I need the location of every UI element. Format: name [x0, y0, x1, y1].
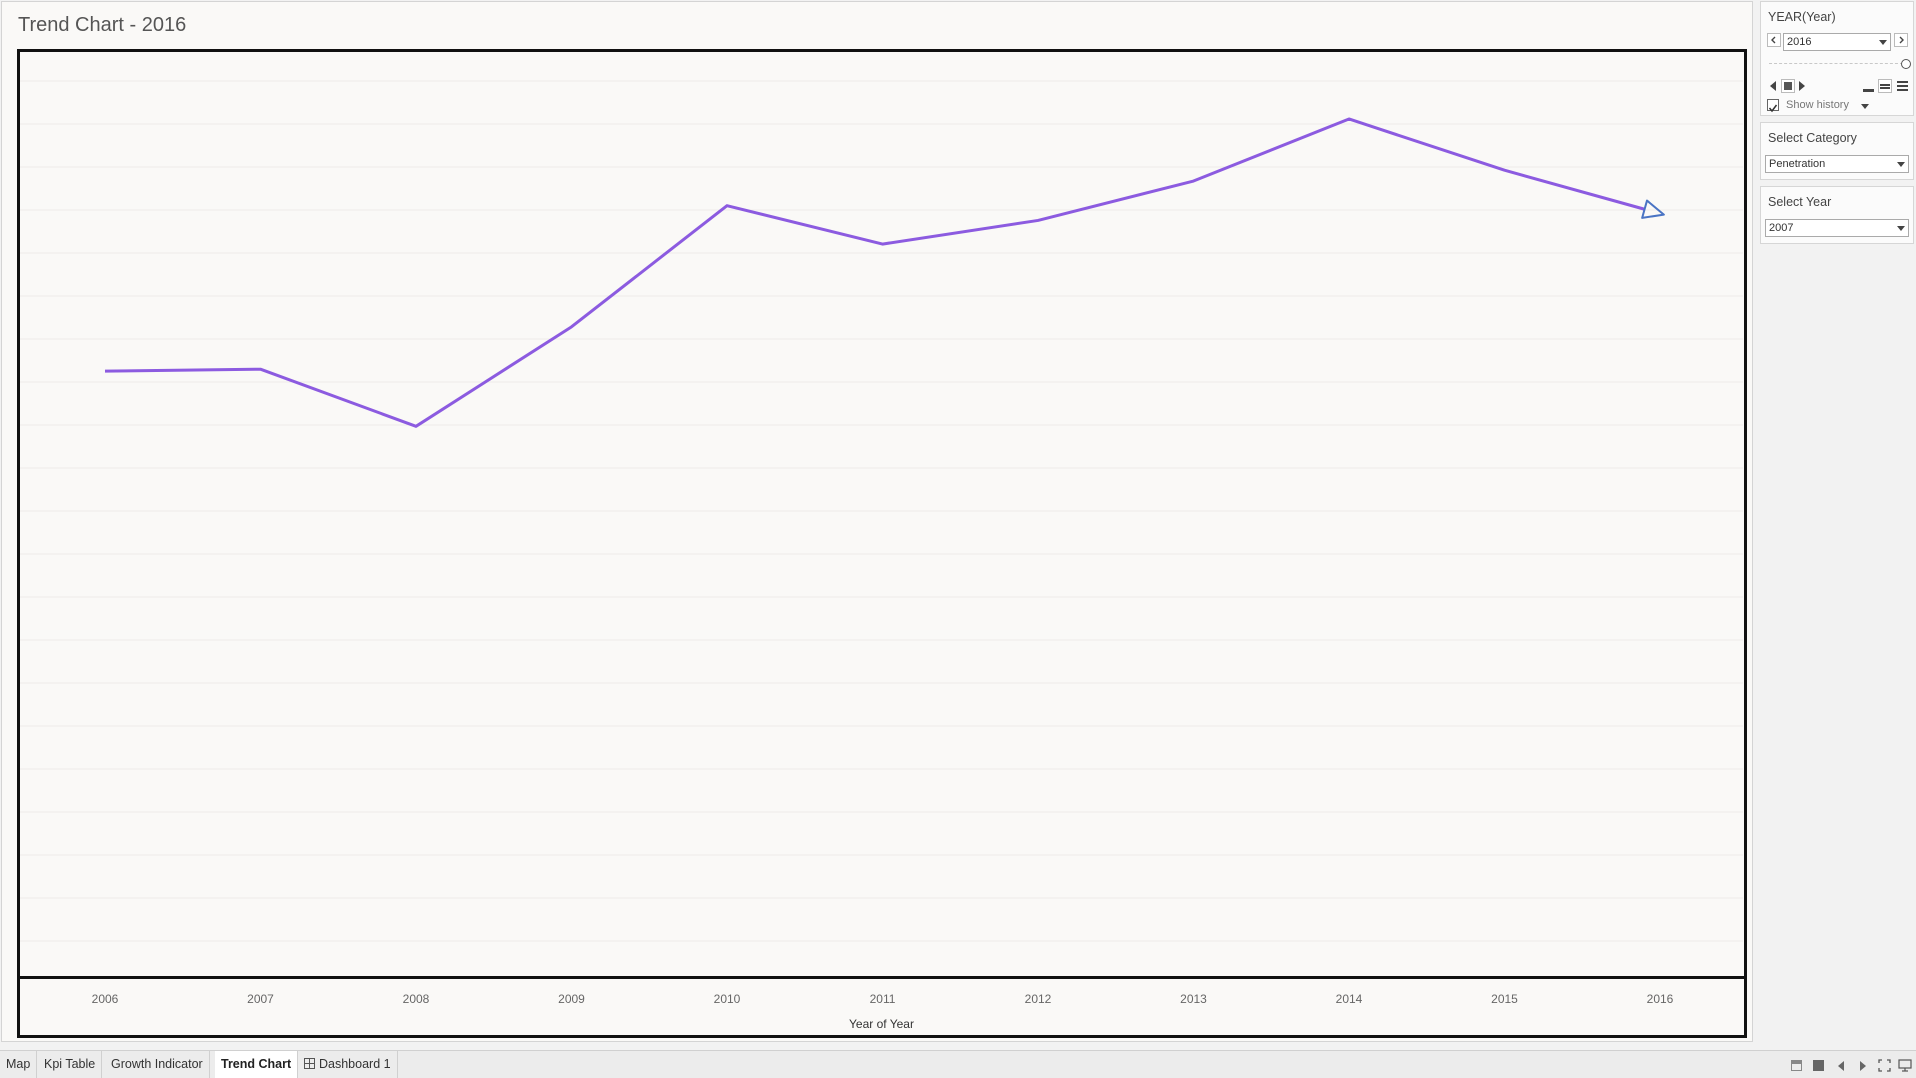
series-line[interactable] — [104, 117, 1645, 428]
presentation-mode-icon[interactable] — [1898, 1059, 1912, 1072]
year-slider-track[interactable] — [1769, 63, 1903, 64]
speed-slow-icon — [1863, 89, 1874, 92]
category-filter-title: Select Category — [1768, 131, 1857, 145]
chevron-down-icon — [1897, 162, 1905, 167]
speed-fast-icon — [1897, 81, 1908, 83]
play-backward-icon[interactable] — [1770, 81, 1776, 91]
data-point-2012[interactable] — [1034, 216, 1042, 224]
x-axis-title: Year of Year — [849, 1017, 914, 1031]
trend-line-chart[interactable]: 2006 2007 2008 2009 2010 2011 2012 2013 2014 2015… — [2, 2, 1752, 1041]
year-page-value: 2016 — [1787, 36, 1812, 48]
scroll-tabs-left-icon[interactable] — [1838, 1061, 1844, 1071]
show-sheet-sorter-icon[interactable] — [1791, 1060, 1802, 1071]
x-tick-label: 2009 — [558, 992, 585, 1006]
plot-area[interactable] — [17, 49, 1747, 979]
tab-map[interactable]: Map — [0, 1051, 38, 1078]
x-tick-label: 2006 — [92, 992, 119, 1006]
category-value: Penetration — [1769, 158, 1826, 170]
show-history-dropdown-icon[interactable] — [1861, 104, 1869, 109]
show-history-label[interactable]: Show history — [1786, 99, 1849, 111]
chevron-down-icon — [1879, 40, 1887, 45]
speed-slow-button[interactable] — [1863, 82, 1874, 92]
scroll-tabs-right-icon[interactable] — [1860, 1061, 1866, 1071]
dashboard-grid-icon — [304, 1058, 315, 1069]
x-axis-ticks: 2006 2007 2008 2009 2010 2011 2012 2013 2014 2015… — [92, 992, 1674, 1006]
x-tick-label: 2010 — [714, 992, 741, 1006]
year-select-dropdown[interactable]: 2007 — [1765, 219, 1909, 237]
category-dropdown[interactable]: Penetration — [1765, 155, 1909, 173]
year-filter-title: YEAR(Year) — [1768, 10, 1836, 24]
series-line-group — [101, 115, 1665, 430]
data-point-2007[interactable] — [257, 365, 265, 373]
tab-label: Trend Chart — [221, 1057, 292, 1071]
data-point-2008[interactable] — [412, 422, 420, 430]
year-page-dropdown[interactable]: 2016 — [1783, 33, 1891, 51]
year-select-card: Select Year 2007 — [1760, 186, 1914, 244]
x-tick-label: 2013 — [1180, 992, 1207, 1006]
filter-panel: YEAR(Year) 2016 — [1760, 0, 1916, 1045]
category-filter-card: Select Category Penetration — [1760, 122, 1914, 180]
data-point-2015[interactable] — [1501, 166, 1509, 174]
tab-label: Kpi Table — [44, 1057, 96, 1071]
x-tick-label: 2016 — [1647, 992, 1674, 1006]
show-history-checkbox[interactable] — [1767, 99, 1779, 113]
checkmark-icon — [1768, 104, 1778, 113]
tab-dashboard-1[interactable]: Dashboard 1 — [298, 1051, 398, 1078]
x-tick-label: 2007 — [247, 992, 274, 1006]
stop-button[interactable] — [1781, 79, 1795, 93]
speed-medium-button[interactable] — [1878, 79, 1892, 93]
tab-label: Map — [6, 1057, 31, 1071]
x-tick-label: 2012 — [1025, 992, 1052, 1006]
chevron-right-icon — [1899, 36, 1904, 44]
x-tick-label: 2015 — [1491, 992, 1518, 1006]
data-point-2010[interactable] — [723, 202, 731, 210]
x-axis-area — [17, 978, 1747, 1038]
data-point-2014[interactable] — [1345, 115, 1353, 123]
data-point-2006[interactable] — [101, 367, 109, 375]
year-page-control: YEAR(Year) 2016 — [1760, 1, 1914, 116]
stop-icon — [1784, 82, 1792, 90]
worksheet: Trend Chart - 2016 2006 2007 2008 2009 2010 2… — [1, 1, 1753, 1042]
sheet-tab-bar: Map Kpi Table Growth Indicator Trend Cha… — [0, 1050, 1916, 1078]
data-point-2009[interactable] — [568, 323, 576, 331]
gridlines — [20, 80, 1743, 942]
tab-growth-indicator[interactable]: Growth Indicator — [105, 1051, 210, 1078]
year-select-title: Select Year — [1768, 195, 1832, 209]
fullscreen-icon[interactable] — [1878, 1059, 1891, 1072]
year-select-value: 2007 — [1769, 222, 1794, 234]
x-tick-label: 2011 — [870, 992, 896, 1006]
tab-label: Growth Indicator — [111, 1057, 203, 1071]
current-year-arrow-marker[interactable] — [1641, 199, 1665, 219]
speed-medium-icon — [1880, 84, 1890, 86]
prev-year-button[interactable] — [1767, 33, 1781, 47]
tab-kpi-table[interactable]: Kpi Table — [38, 1051, 103, 1078]
speed-fast-button[interactable] — [1897, 81, 1908, 92]
play-forward-icon[interactable] — [1799, 81, 1805, 91]
x-tick-label: 2008 — [403, 992, 430, 1006]
x-tick-label: 2014 — [1336, 992, 1363, 1006]
tab-label: Dashboard 1 — [319, 1057, 391, 1071]
chevron-left-icon — [1771, 36, 1776, 44]
show-filmstrip-icon[interactable] — [1813, 1060, 1824, 1071]
chevron-down-icon — [1897, 226, 1905, 231]
sheet-title: Trend Chart - 2016 — [18, 14, 187, 36]
tab-trend-chart[interactable]: Trend Chart — [215, 1051, 299, 1078]
year-slider-handle[interactable] — [1901, 59, 1911, 69]
next-year-button[interactable] — [1894, 33, 1908, 47]
data-point-2013[interactable] — [1190, 177, 1198, 185]
data-point-2011[interactable] — [879, 240, 887, 248]
